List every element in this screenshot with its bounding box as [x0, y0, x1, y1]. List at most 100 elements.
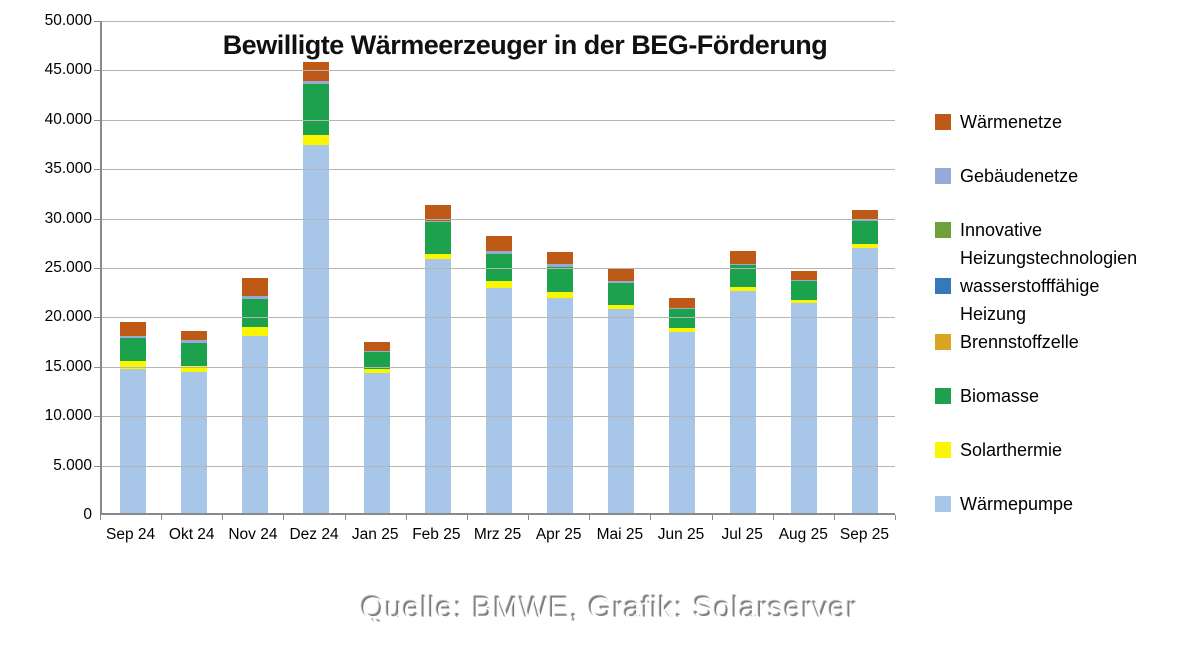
bar-slot-mrz-25	[468, 21, 529, 513]
legend-label: wasserstofffähige Heizung	[960, 276, 1100, 324]
legend-label: Solarthermie	[960, 440, 1063, 460]
bar-slot-feb-25	[407, 21, 468, 513]
bar-segment	[607, 280, 634, 284]
bar-slot-aug-25	[773, 21, 834, 513]
legend-label: Wärmepumpe	[960, 494, 1074, 514]
x-tick-label: Sep 24	[106, 526, 156, 543]
x-tick	[100, 515, 101, 520]
bar-segment	[851, 221, 878, 244]
x-tick	[405, 515, 407, 520]
bar-slot-sep-25	[834, 21, 895, 513]
bar-slot-jun-25	[651, 21, 712, 513]
bar-segment	[241, 299, 268, 327]
gridline	[94, 317, 895, 319]
bar-segment	[241, 295, 268, 300]
bar-segment	[729, 265, 756, 287]
bar-segment	[363, 372, 390, 513]
stacked-bar	[790, 270, 817, 513]
bar-segment	[302, 134, 329, 146]
bar-segment	[485, 281, 512, 288]
y-tick-label: 15.000	[44, 357, 92, 375]
bar-segment	[180, 330, 207, 341]
bar-segment	[729, 286, 756, 291]
bar-segment	[119, 361, 146, 369]
bar-segment	[790, 299, 817, 304]
x-tick	[833, 515, 835, 520]
bar-segment	[485, 251, 512, 254]
bar-segment	[119, 322, 146, 336]
bar-segment	[790, 281, 817, 300]
legend-swatch	[935, 334, 951, 350]
bar-segment	[729, 263, 756, 266]
x-tick-label: Nov 24	[228, 526, 278, 543]
plot-area	[94, 21, 895, 515]
x-tick-label: Apr 25	[535, 526, 582, 543]
bar-slot-okt-24	[163, 21, 224, 513]
bar-segment	[363, 341, 390, 351]
bar-segment	[668, 307, 695, 309]
legend-swatch	[935, 278, 951, 294]
gridline	[94, 21, 895, 22]
y-tick-label: 35.000	[44, 160, 92, 178]
bar-segment	[119, 368, 146, 513]
bar-segment	[241, 336, 268, 513]
legend-swatch	[935, 496, 951, 512]
bar-segment	[180, 371, 207, 513]
x-tick	[466, 515, 468, 520]
bar-segment	[546, 263, 573, 267]
bar-segment	[729, 251, 756, 264]
bar-segment	[302, 81, 329, 85]
gridline	[94, 169, 895, 171]
x-tick-label: Jun 25	[657, 526, 705, 543]
x-tick	[589, 515, 591, 520]
legend-label: Brennstoffzelle	[960, 332, 1079, 352]
bar-segment	[851, 209, 878, 220]
bar-slot-mai-25	[590, 21, 651, 513]
legend-label: Wärmenetze	[960, 112, 1063, 132]
gridline	[94, 416, 895, 418]
bar-segment	[607, 269, 634, 281]
x-axis-ticks	[100, 515, 896, 521]
x-tick	[222, 515, 224, 520]
legend-item: Wärmenetze	[935, 108, 1137, 136]
stacked-bar	[180, 330, 207, 513]
bar-segment	[241, 277, 268, 296]
y-tick-label: 25.000	[44, 259, 92, 276]
bar-segment	[546, 266, 573, 292]
stacked-bar	[241, 277, 268, 513]
bar-slot-jul-25	[712, 21, 773, 513]
bar-segment	[546, 251, 573, 264]
gridline	[94, 218, 895, 220]
bar-segment	[607, 309, 634, 513]
bar-series-container	[102, 21, 895, 513]
bar-segment	[790, 280, 817, 282]
bar-segment	[546, 297, 573, 513]
legend-item: Biomasse	[935, 382, 1137, 410]
source-credit: Quelle: BMWE, Grafik: Solarserver	[361, 592, 859, 625]
bar-segment	[851, 247, 878, 513]
bar-slot-sep-24	[102, 21, 163, 513]
gridline	[94, 70, 895, 72]
bar-segment	[668, 327, 695, 333]
stacked-bar	[668, 297, 695, 513]
bar-segment	[424, 259, 451, 513]
y-tick-label: 5.000	[53, 456, 92, 474]
bar-segment	[485, 287, 512, 513]
stacked-bar	[607, 269, 634, 513]
bar-segment	[180, 340, 207, 343]
x-tick-label: Aug 25	[778, 526, 828, 543]
bar-segment	[119, 337, 146, 362]
stacked-bar	[302, 61, 329, 513]
gridline	[94, 465, 895, 467]
bar-segment	[485, 253, 512, 282]
y-axis-labels: 50.000 45.000 40.000 35.000 30.000 25.000 20.0…	[0, 12, 92, 523]
x-axis-labels: Sep 24 Okt 24 Nov 24 Dez 24 Jan 25 Feb 25 Mrz …	[100, 526, 895, 544]
x-tick-label: Feb 25	[412, 526, 461, 543]
legend-item: Wärmepumpe	[935, 490, 1137, 518]
x-tick	[772, 515, 774, 520]
stacked-bar	[363, 341, 390, 513]
x-tick-label: Mai 25	[596, 526, 644, 543]
legend-item: Brennstoffzelle	[935, 328, 1137, 356]
bar-slot-nov-24	[224, 21, 285, 513]
x-tick	[711, 515, 713, 520]
